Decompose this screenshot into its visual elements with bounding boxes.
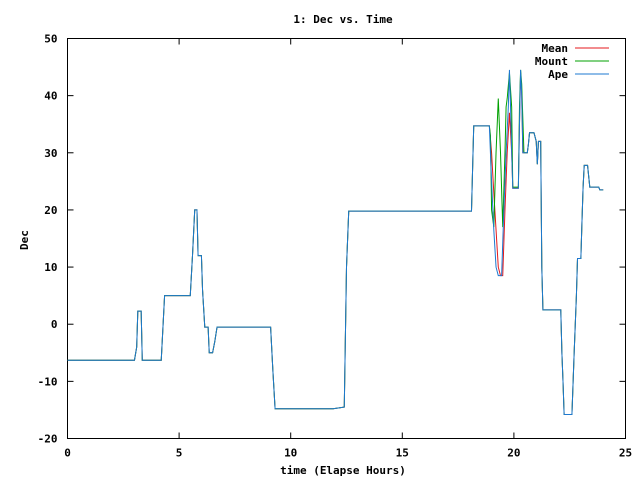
y-tick-label-4: 20 <box>44 204 57 217</box>
y-tick-label-6: 40 <box>44 90 57 103</box>
x-tick-label-3: 15 <box>396 447 409 460</box>
y-axis-label: Dec <box>18 230 31 250</box>
legend-label-ape: Ape <box>548 68 568 81</box>
plot-area-frame <box>67 38 626 439</box>
series-line-ape <box>67 69 604 415</box>
x-tick-label-0: 0 <box>64 447 71 460</box>
y-tick-label-3: 10 <box>44 261 57 274</box>
y-axis-ticks: -20 -10 0 10 20 30 40 50 <box>38 33 626 446</box>
y-tick-label-5: 30 <box>44 147 57 160</box>
y-tick-label-0: -20 <box>38 433 58 446</box>
x-axis-ticks: 0 5 10 15 20 25 <box>64 38 632 460</box>
x-tick-label-4: 20 <box>507 447 520 460</box>
legend-label-mean: Mean <box>542 42 569 55</box>
x-tick-label-1: 5 <box>176 447 183 460</box>
series-line-mount <box>67 69 604 415</box>
legend-label-mount: Mount <box>535 55 568 68</box>
chart-title: 1: Dec vs. Time <box>293 13 393 26</box>
x-axis-label: time (Elapse Hours) <box>280 464 406 477</box>
x-tick-label-2: 10 <box>284 447 297 460</box>
x-tick-label-5: 25 <box>619 447 632 460</box>
y-tick-label-1: -10 <box>38 375 58 388</box>
series-layer <box>67 69 604 415</box>
y-tick-label-7: 50 <box>44 33 57 46</box>
y-tick-label-2: 0 <box>51 318 58 331</box>
